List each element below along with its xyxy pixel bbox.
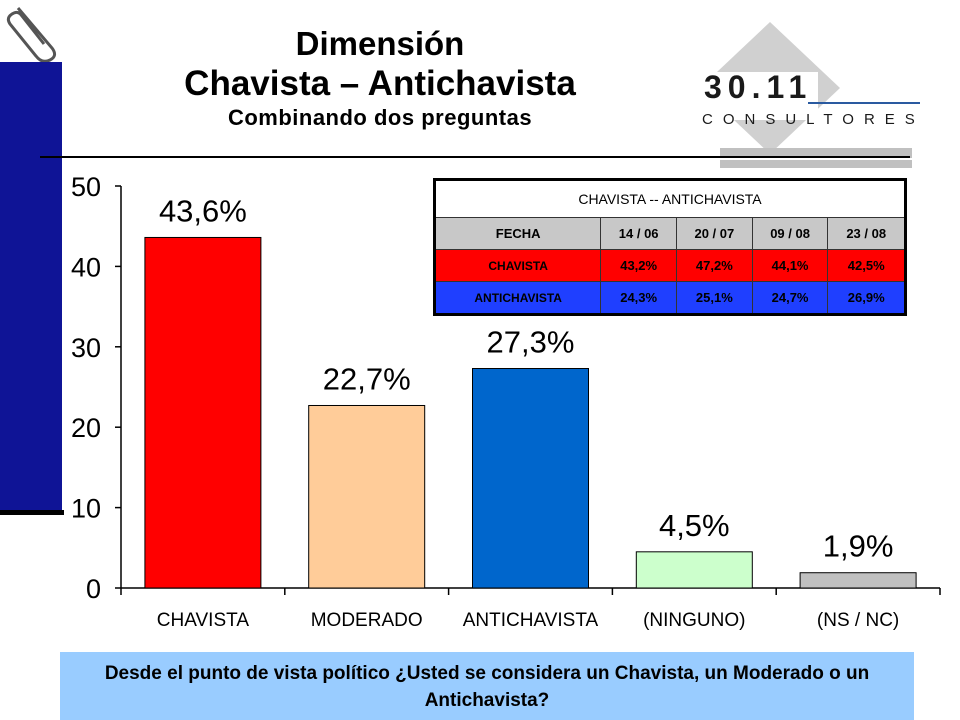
y-tick-label: 10 <box>71 494 101 524</box>
table-cell: 44,1% <box>751 249 829 282</box>
table-cell: 43,2% <box>600 249 678 282</box>
bar-value-label: 1,9% <box>823 529 894 564</box>
bar <box>635 551 753 589</box>
title-line-2: Chavista – Antichavista <box>184 64 576 103</box>
slide-title: Dimensión Chavista – Antichavista Combin… <box>60 24 700 132</box>
paperclip-icon <box>6 7 57 63</box>
category-label: CHAVISTA <box>157 610 250 631</box>
subtitle: Combinando dos preguntas <box>227 105 533 130</box>
side-accent-bar <box>0 62 62 514</box>
table-date: 14 / 06 <box>600 217 678 250</box>
bar-chart: 0 10 20 30 40 50 43,6% CHAVISTA 22,7% MODERADO 27,… <box>71 172 941 631</box>
table-date: 09 / 08 <box>751 217 829 250</box>
trend-table: CHAVISTA -- ANTICHAVISTA FECHA 14 / 06 2… <box>433 178 907 316</box>
table-cell: 24,3% <box>600 281 678 315</box>
table-cell: 47,2% <box>676 249 753 282</box>
table-row-label: ANTICHAVISTA <box>433 281 602 315</box>
survey-question: Desde el punto de vista político ¿Usted … <box>60 652 914 720</box>
title-line-1: Dimensión <box>295 25 465 62</box>
category-label: MODERADO <box>311 610 423 631</box>
category-label: ANTICHAVISTA <box>463 610 599 631</box>
bar-value-label: 22,7% <box>323 361 411 396</box>
bar-value-label: 4,5% <box>659 508 730 543</box>
y-tick-label: 40 <box>71 252 101 282</box>
table-date: 20 / 07 <box>676 217 753 250</box>
logo-word: CONSULTORES <box>702 111 925 128</box>
title-divider <box>40 156 910 158</box>
bar <box>308 404 426 589</box>
table-cell: 24,7% <box>751 281 829 315</box>
table-date: 23 / 08 <box>827 217 906 250</box>
y-tick-label: 50 <box>71 172 101 202</box>
bar-value-label: 43,6% <box>159 193 247 228</box>
table-cell: 42,5% <box>827 249 906 282</box>
table-header-label: FECHA <box>433 217 602 250</box>
category-label: (NS / NC) <box>817 610 899 631</box>
y-tick-label: 20 <box>71 413 101 443</box>
bar <box>799 572 917 589</box>
table-cell: 26,9% <box>827 281 906 315</box>
bar <box>144 236 262 589</box>
category-label: (NINGUNO) <box>643 610 745 631</box>
logo-number: 30.11 <box>704 69 812 105</box>
bar <box>472 368 589 589</box>
bar-value-label: 27,3% <box>487 325 575 360</box>
y-tick-label: 30 <box>71 333 101 363</box>
y-tick-label: 0 <box>86 574 101 604</box>
table-caption: CHAVISTA -- ANTICHAVISTA <box>434 179 906 218</box>
table-row-label: CHAVISTA <box>433 249 602 282</box>
table-cell: 25,1% <box>676 281 753 315</box>
consultores-logo: 30.11 CONSULTORES <box>700 22 925 168</box>
side-accent-line <box>0 510 64 515</box>
